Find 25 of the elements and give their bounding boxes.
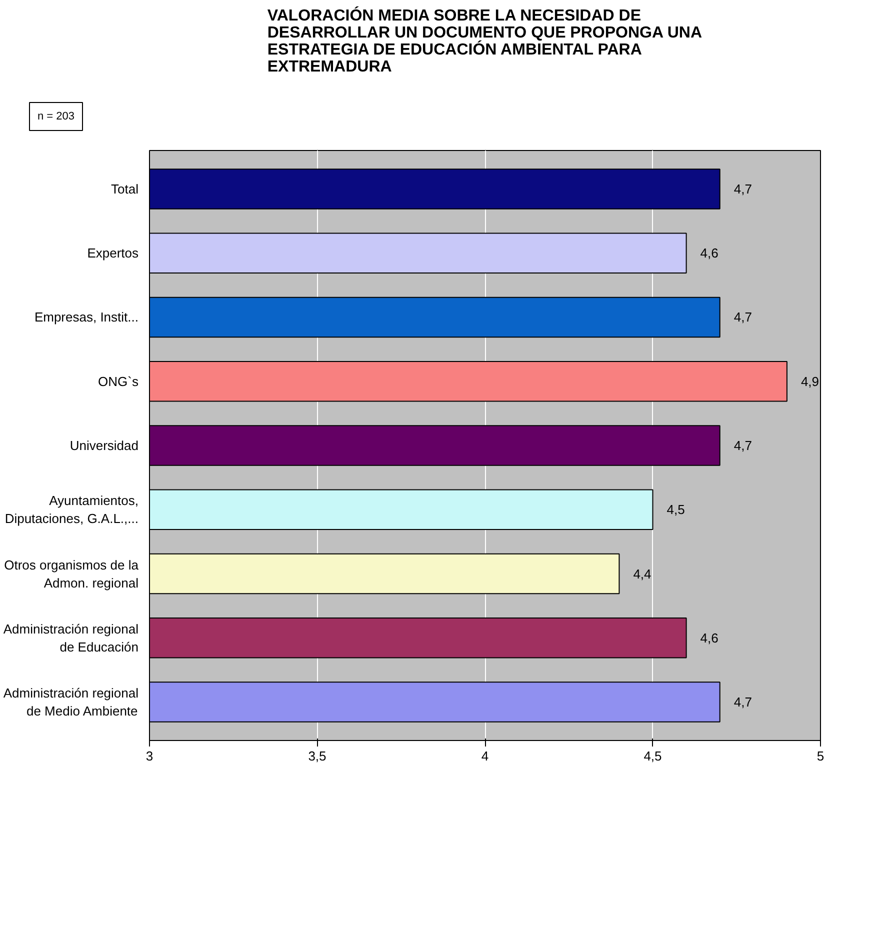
- data-label: 4,6: [700, 630, 718, 646]
- data-label: 4,7: [734, 438, 752, 453]
- x-tick-label: 3,5: [308, 748, 326, 764]
- data-label: 4,5: [666, 502, 685, 518]
- y-tick-label: Ayuntamientos, Diputaciones, G.A.L.,...: [4, 493, 139, 526]
- x-tick-label: 3: [146, 748, 154, 764]
- y-tick-label: ONG`s: [98, 374, 139, 389]
- data-label: 4,9: [800, 374, 820, 389]
- data-label: 4,7: [734, 694, 752, 710]
- x-tick-label: 4,5: [644, 748, 662, 764]
- y-tick-label: Empresas, Instit...: [34, 310, 139, 325]
- y-tick-label: Otros organismos de la Admon. regional: [4, 557, 140, 590]
- y-tick-label: Total: [111, 181, 139, 196]
- y-tick-label: Universidad: [70, 438, 139, 453]
- y-tick-label: Administración regional de Medio Ambiente: [3, 686, 139, 719]
- text: n = 203: [38, 110, 75, 122]
- y-tick-label: Expertos: [87, 246, 139, 261]
- data-label: 4,6: [700, 246, 718, 261]
- data-label: 4,7: [734, 310, 752, 325]
- x-tick-label: 5: [816, 748, 824, 764]
- data-label: 4,4: [633, 566, 652, 582]
- chart-title: VALORACIÓN MEDIA SOBRE LA NECESIDAD DE DESARROLLAR UN DOCUMENTO QUE PROPONGA UNA ESTRATEGIA DE EDUCACIÓN AMBIENTAL PARA EXTREMADURA: [267, 6, 702, 76]
- y-tick-label: Administración regional de Educación: [3, 621, 139, 654]
- x-tick-label: 4: [481, 748, 489, 764]
- data-label: 4,7: [734, 181, 752, 196]
